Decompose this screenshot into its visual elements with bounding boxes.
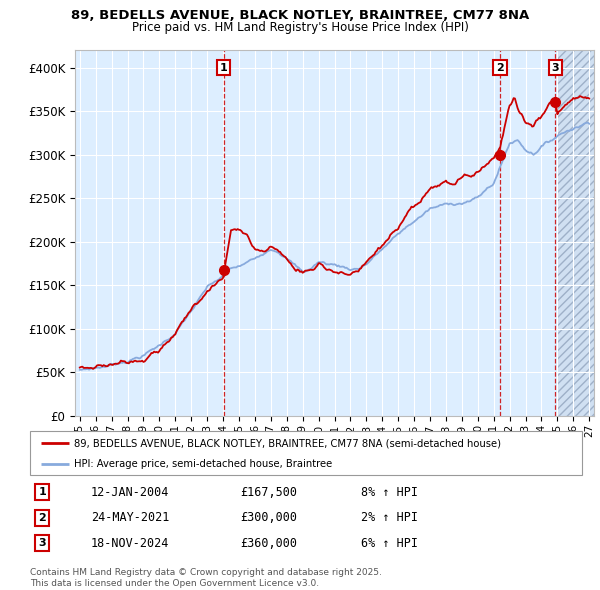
Text: 2% ↑ HPI: 2% ↑ HPI [361, 511, 418, 525]
Text: 3: 3 [38, 538, 46, 548]
Text: 12-JAN-2004: 12-JAN-2004 [91, 486, 169, 499]
Text: 8% ↑ HPI: 8% ↑ HPI [361, 486, 418, 499]
Text: Contains HM Land Registry data © Crown copyright and database right 2025.
This d: Contains HM Land Registry data © Crown c… [30, 568, 382, 588]
Text: £300,000: £300,000 [240, 511, 297, 525]
Text: 1: 1 [220, 63, 227, 73]
Text: 89, BEDELLS AVENUE, BLACK NOTLEY, BRAINTREE, CM77 8NA (semi-detached house): 89, BEDELLS AVENUE, BLACK NOTLEY, BRAINT… [74, 438, 501, 448]
Text: 2: 2 [496, 63, 504, 73]
Text: 3: 3 [551, 63, 559, 73]
Text: 89, BEDELLS AVENUE, BLACK NOTLEY, BRAINTREE, CM77 8NA: 89, BEDELLS AVENUE, BLACK NOTLEY, BRAINT… [71, 9, 529, 22]
Text: £360,000: £360,000 [240, 537, 297, 550]
Bar [557, 50, 594, 416]
Text: 6% ↑ HPI: 6% ↑ HPI [361, 537, 418, 550]
FancyBboxPatch shape [30, 431, 582, 475]
Text: 24-MAY-2021: 24-MAY-2021 [91, 511, 169, 525]
Text: 2: 2 [38, 513, 46, 523]
Text: Price paid vs. HM Land Registry's House Price Index (HPI): Price paid vs. HM Land Registry's House … [131, 21, 469, 34]
Text: HPI: Average price, semi-detached house, Braintree: HPI: Average price, semi-detached house,… [74, 459, 332, 469]
Text: 18-NOV-2024: 18-NOV-2024 [91, 537, 169, 550]
Bar [557, 50, 594, 416]
Text: 1: 1 [38, 487, 46, 497]
Text: £167,500: £167,500 [240, 486, 297, 499]
